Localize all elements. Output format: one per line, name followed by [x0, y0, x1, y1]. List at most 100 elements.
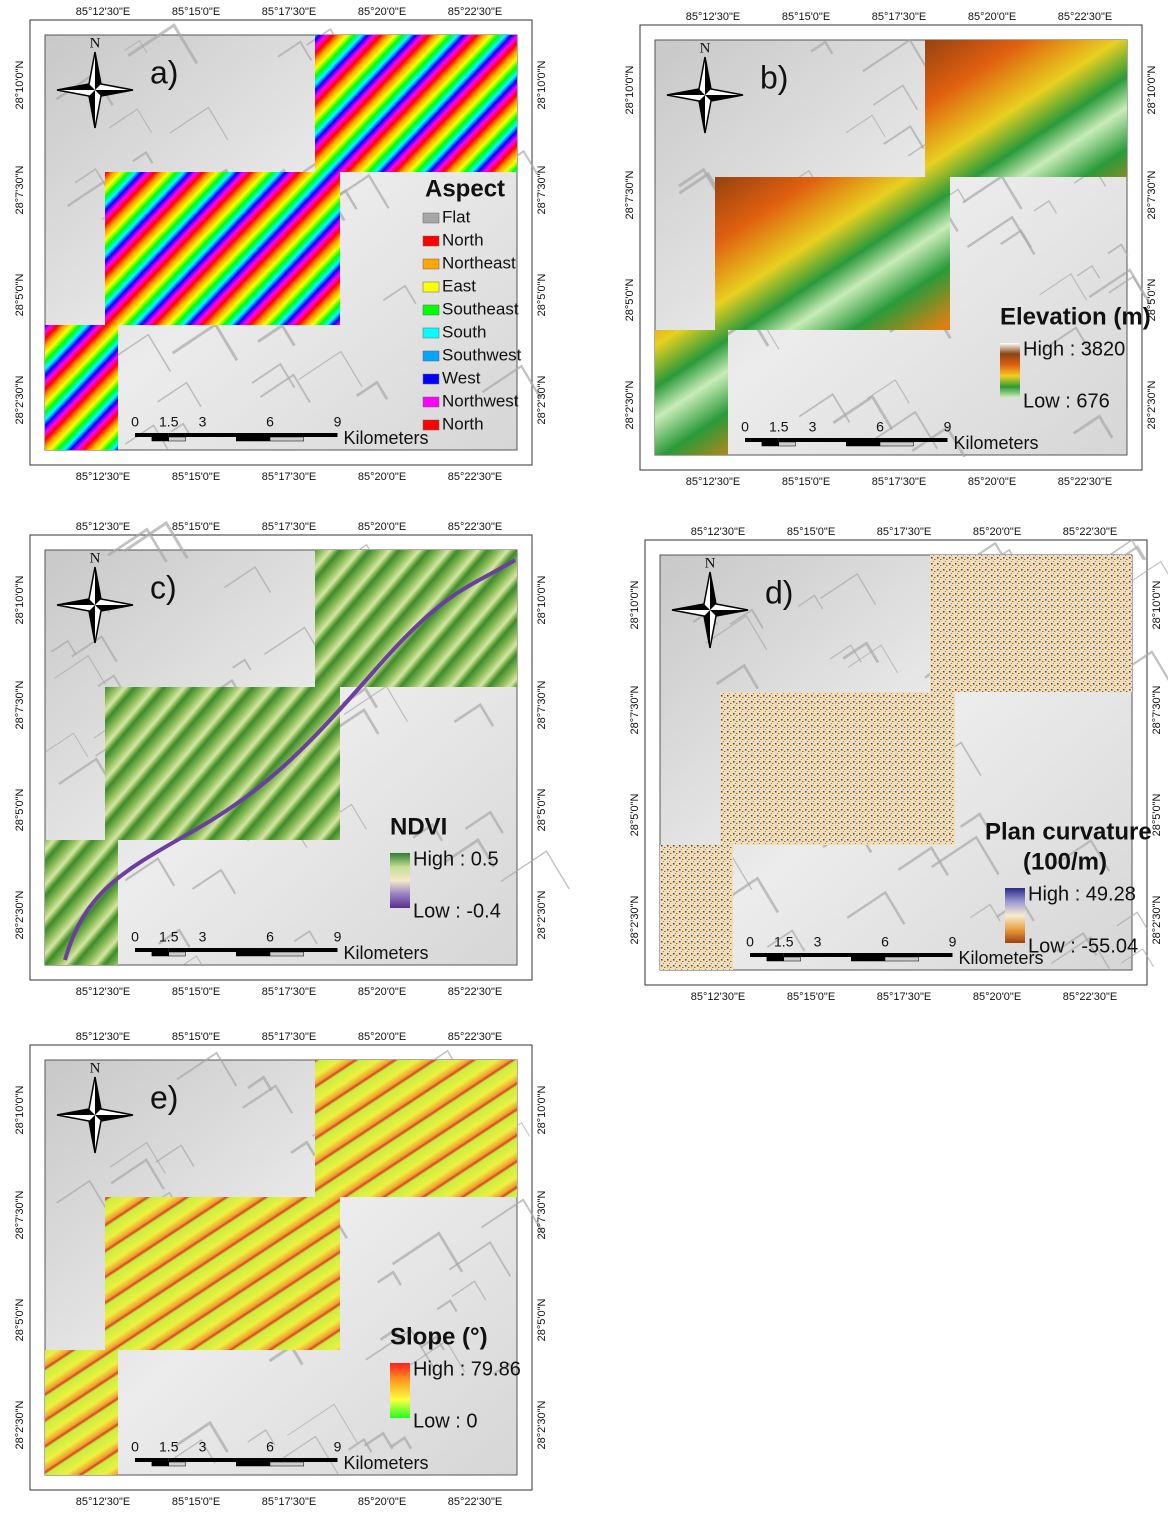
lat-label: 28°7'30"N: [536, 165, 548, 214]
legend-low: Low : 0: [413, 1410, 477, 1432]
lon-label: 85°20'0"E: [358, 6, 406, 18]
map-panel: Nb)01.5369KilometersElevation (m)High : …: [624, 11, 1158, 488]
scale-tick-label: 1.5: [159, 1439, 179, 1455]
lon-label: 85°20'0"E: [358, 1031, 406, 1043]
scale-segment: [169, 1462, 186, 1466]
map-panel: Nd)01.5369KilometersPlan curvature(100/m…: [629, 526, 1168, 1003]
legend-title: Aspect: [425, 175, 505, 202]
lat-label: 28°7'30"N: [1146, 170, 1158, 219]
lon-label: 85°17'30"E: [262, 1031, 316, 1043]
scale-segment: [784, 953, 818, 957]
legend-ramp: [390, 1363, 410, 1418]
lat-label: 28°10'0"N: [14, 1085, 26, 1134]
scale-segment: [236, 1462, 270, 1466]
legend-swatch: [423, 305, 439, 315]
lat-label: 28°10'0"N: [14, 60, 26, 109]
scale-segment: [851, 957, 885, 961]
legend-title: Plan curvature: [985, 818, 1152, 845]
scale-segment: [784, 957, 801, 961]
legend-item: Southwest: [442, 345, 522, 364]
lat-label: 28°5'0"N: [629, 794, 641, 837]
scale-segment: [169, 948, 203, 952]
map-area: Nb)01.5369KilometersElevation (m)High : …: [655, 40, 1151, 457]
lat-label: 28°7'30"N: [14, 680, 26, 729]
figure: Na)01.5369KilometersAspectFlatNorthNorth…: [0, 0, 1168, 1520]
lon-label: 85°12'30"E: [686, 476, 740, 488]
scale-segment: [236, 437, 270, 441]
lon-label: 85°15'0"E: [782, 476, 830, 488]
lon-label: 85°17'30"E: [877, 991, 931, 1003]
north-label: N: [700, 40, 711, 56]
legend-swatch: [423, 397, 439, 407]
lat-label: 28°2'30"N: [536, 375, 548, 424]
panel-label: b): [760, 59, 788, 95]
lat-label: 28°7'30"N: [629, 685, 641, 734]
lat-label: 28°5'0"N: [624, 279, 636, 322]
scale-tick-label: 6: [876, 419, 884, 435]
lon-label: 85°20'0"E: [968, 476, 1016, 488]
lon-label: 85°22'30"E: [448, 1031, 502, 1043]
lon-label: 85°22'30"E: [448, 1496, 502, 1508]
scale-segment: [880, 442, 914, 446]
lon-label: 85°17'30"E: [262, 986, 316, 998]
scale-unit: Kilometers: [344, 428, 429, 448]
scale-segment: [135, 433, 169, 437]
scale-tick-label: 0: [741, 419, 749, 435]
legend-ramp: [1000, 343, 1020, 398]
lat-label: 28°5'0"N: [14, 789, 26, 832]
legend-item: South: [442, 322, 486, 341]
legend-low: Low : -0.4: [413, 900, 501, 922]
lon-label: 85°22'30"E: [448, 521, 502, 533]
scale-segment: [270, 433, 338, 437]
lat-label: 28°7'30"N: [536, 680, 548, 729]
lon-label: 85°15'0"E: [787, 991, 835, 1003]
lon-label: 85°22'30"E: [1063, 526, 1117, 538]
lon-label: 85°15'0"E: [787, 526, 835, 538]
lon-label: 85°15'0"E: [172, 986, 220, 998]
scale-tick-label: 1.5: [774, 934, 794, 950]
scale-tick-label: 0: [131, 929, 139, 945]
scale-tick-label: 9: [334, 1439, 342, 1455]
legend-item: North: [442, 414, 484, 433]
scale-tick-label: 3: [814, 934, 822, 950]
scale-segment: [818, 953, 886, 957]
scale-tick-label: 1.5: [769, 419, 789, 435]
legend-high: High : 79.86: [413, 1358, 521, 1380]
scale-segment: [767, 957, 784, 961]
scale-tick-label: 9: [949, 934, 957, 950]
scale-tick-label: 6: [881, 934, 889, 950]
legend-title: NDVI: [390, 813, 447, 840]
lat-label: 28°5'0"N: [536, 789, 548, 832]
scale-tick-label: 0: [131, 1439, 139, 1455]
lat-label: 28°7'30"N: [1151, 685, 1163, 734]
lat-label: 28°10'0"N: [1151, 580, 1163, 629]
lon-label: 85°15'0"E: [172, 1496, 220, 1508]
lat-label: 28°10'0"N: [624, 65, 636, 114]
north-label: N: [90, 550, 101, 566]
scale-segment: [152, 952, 169, 956]
lat-label: 28°2'30"N: [14, 375, 26, 424]
legend-swatch: [423, 259, 439, 269]
lon-label: 85°17'30"E: [262, 6, 316, 18]
legend-swatch: [423, 351, 439, 361]
lon-label: 85°22'30"E: [448, 471, 502, 483]
legend-item: Flat: [442, 207, 471, 226]
scale-tick-label: 6: [266, 929, 274, 945]
lon-label: 85°15'0"E: [172, 471, 220, 483]
lon-label: 85°15'0"E: [172, 1031, 220, 1043]
lat-label: 28°10'0"N: [536, 60, 548, 109]
scale-segment: [169, 1458, 203, 1462]
scale-segment: [779, 438, 813, 442]
legend-swatch: [423, 420, 439, 430]
lon-label: 85°15'0"E: [172, 521, 220, 533]
lon-label: 85°20'0"E: [358, 521, 406, 533]
lon-label: 85°17'30"E: [872, 11, 926, 23]
legend-swatch: [423, 374, 439, 384]
legend-title: Elevation (m): [1000, 303, 1151, 330]
legend-title: Slope (°): [390, 1323, 488, 1350]
legend-ramp: [1005, 888, 1025, 943]
lat-label: 28°10'0"N: [1146, 65, 1158, 114]
lon-label: 85°15'0"E: [172, 6, 220, 18]
scale-tick-label: 6: [266, 414, 274, 430]
scale-segment: [750, 953, 784, 957]
